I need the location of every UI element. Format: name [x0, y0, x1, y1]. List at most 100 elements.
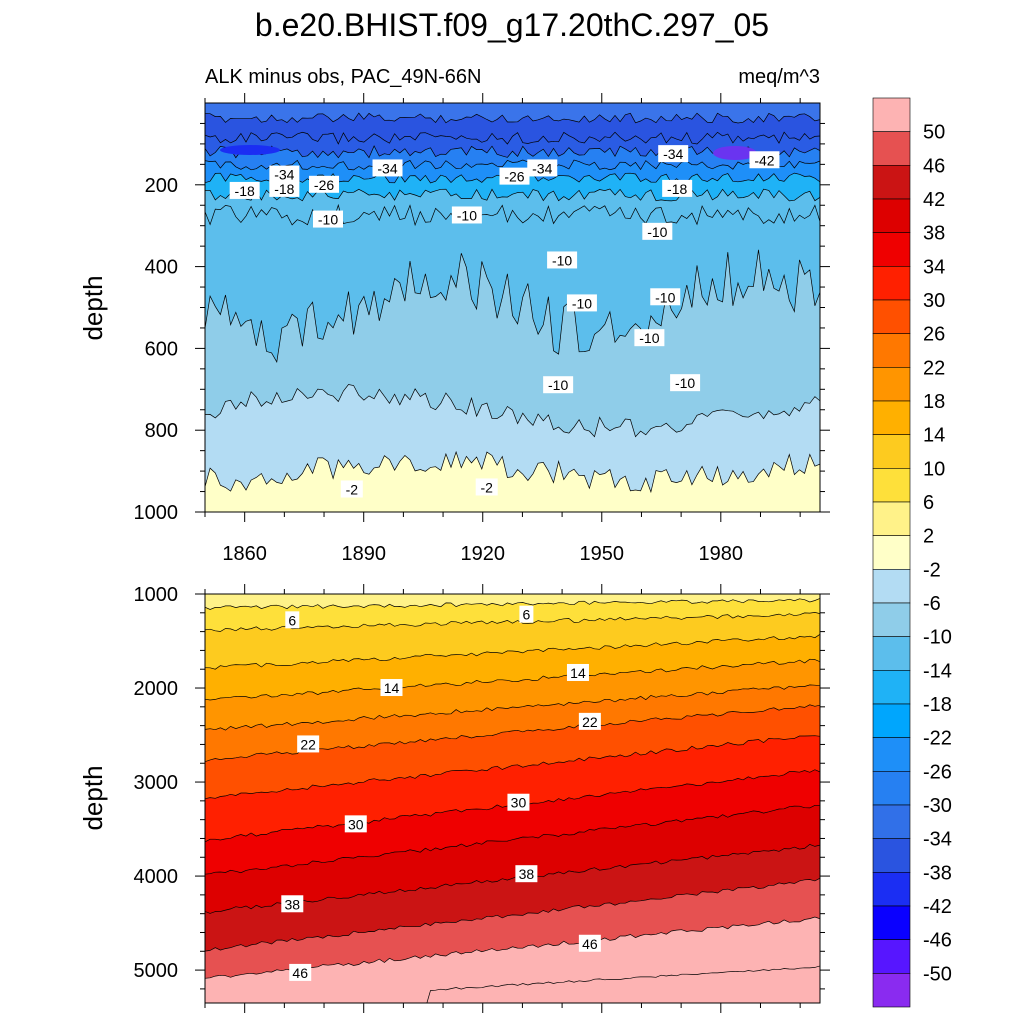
- colorbar-swatch: [872, 771, 911, 806]
- colorbar-swatch: [872, 501, 911, 536]
- contour-label-bg: [229, 181, 260, 199]
- colorbar-label: -26: [923, 761, 952, 783]
- colorbar-swatch: [872, 400, 911, 435]
- colorbar-swatch: [872, 737, 911, 772]
- top-y-tick-label: 200: [145, 175, 178, 197]
- contour-label-bg: [285, 611, 300, 629]
- bottom-y-axis-label: depth: [78, 765, 108, 830]
- contour-label: -10: [318, 212, 338, 228]
- contour-label-bg: [578, 934, 601, 952]
- bottom-contour-line-3: [205, 634, 820, 670]
- contour-label: -34: [532, 160, 552, 176]
- top-contour-line-4: [205, 159, 820, 171]
- top-x-tick-label: 1860: [222, 543, 267, 565]
- contour-label: 46: [582, 936, 598, 952]
- bottom-y-tick-label: 3000: [134, 772, 179, 794]
- bottom-contour-line-7: [205, 735, 820, 800]
- bottom-band-9: [205, 805, 820, 914]
- contour-label-bg: [313, 210, 343, 228]
- top-min-pocket: [713, 146, 757, 160]
- contour-label: 22: [300, 736, 316, 752]
- contour-label-bg: [543, 376, 574, 394]
- contour-label: -10: [647, 224, 667, 240]
- contour-label: -10: [675, 375, 695, 391]
- bottom-band-2: [205, 612, 820, 670]
- colorbar-swatch: [872, 703, 911, 738]
- top-y-tick-label: 600: [145, 338, 178, 360]
- top-band-6: [205, 189, 820, 225]
- contour-label: 38: [285, 896, 301, 912]
- contour-label: -10: [572, 295, 592, 311]
- bottom-band-3: [205, 634, 820, 700]
- colorbar-label: -50: [923, 963, 952, 985]
- bottom-contour-line-5: [205, 684, 820, 731]
- colorbar-swatch: [872, 468, 911, 503]
- bottom-contour-line-1: [205, 598, 820, 610]
- contour-label-bg: [749, 151, 780, 169]
- contour-label-bg: [527, 159, 558, 177]
- colorbar-label: -30: [923, 795, 952, 817]
- contour-label: -10: [655, 289, 675, 305]
- colorbar-label: -14: [923, 660, 952, 682]
- colorbar-swatch: [872, 97, 911, 132]
- bottom-band-12: [205, 917, 820, 1003]
- top-x-tick-label: 1890: [341, 543, 386, 565]
- contour-label-bg: [380, 679, 403, 697]
- top-x-tick-label: 1980: [699, 543, 744, 565]
- contour-label-bg: [344, 815, 367, 833]
- colorbar-label: 10: [923, 458, 945, 480]
- contour-label-bg: [475, 478, 498, 496]
- contour-label-bg: [519, 605, 534, 623]
- contour-label: 6: [522, 607, 530, 623]
- contour-label: 30: [348, 816, 364, 832]
- top-band-7: [205, 205, 820, 362]
- colorbar-label: 6: [923, 492, 934, 514]
- bottom-contour-line-9: [205, 804, 820, 875]
- contour-label-bg: [309, 175, 340, 193]
- top-x-tick-label: 1950: [580, 543, 625, 565]
- contour-label: 14: [570, 665, 586, 681]
- colorbar-label: 50: [923, 122, 945, 144]
- contour-label: -42: [754, 152, 774, 168]
- colorbar-label: 42: [923, 189, 945, 211]
- colorbar-swatch: [872, 232, 911, 267]
- colorbar-swatch: [872, 636, 911, 671]
- contour-label: -2: [346, 482, 359, 498]
- colorbar-label: -22: [923, 728, 952, 750]
- colorbar-label: 26: [923, 324, 945, 346]
- contour-label-bg: [642, 222, 673, 240]
- bottom-contour-line-13: [426, 965, 820, 1003]
- contour-label: 14: [384, 680, 400, 696]
- colorbar-label: -10: [923, 627, 952, 649]
- colorbar-swatch: [872, 299, 911, 334]
- top-band-0: [205, 103, 820, 123]
- top-contour-line-6: [205, 188, 820, 202]
- colorbar-swatch: [872, 872, 911, 907]
- contour-label: -34: [274, 167, 294, 183]
- colorbar-swatch: [872, 333, 911, 368]
- top-contour-line-1: [205, 112, 820, 124]
- contour-label-bg: [634, 329, 665, 347]
- colorbar-label: -6: [923, 593, 941, 615]
- contour-label-bg: [297, 735, 320, 753]
- contour-label: 38: [519, 866, 535, 882]
- colorbar-swatch: [872, 569, 911, 604]
- bottom-contour-line-2: [205, 612, 820, 632]
- top-y-tick-label: 1000: [134, 502, 179, 524]
- contour-label: -34: [663, 146, 683, 162]
- colorbar-label: 22: [923, 357, 945, 379]
- subtitle-left: ALK minus obs, PAC_49N-66N: [205, 66, 481, 88]
- colorbar-label: 14: [923, 425, 945, 447]
- contour-label-bg: [547, 251, 578, 269]
- top-panel-contours: [205, 103, 820, 512]
- contour-label: -34: [377, 160, 397, 176]
- contour-label-bg: [340, 480, 363, 498]
- colorbar-swatch: [872, 670, 911, 705]
- contour-label-bg: [372, 159, 403, 177]
- contour-label-bg: [515, 865, 538, 883]
- colorbar-swatch: [872, 973, 911, 1008]
- colorbar-swatch: [872, 434, 911, 469]
- bottom-panel-frame: [204, 593, 821, 1004]
- bottom-band-7: [205, 735, 820, 842]
- colorbar-swatch: [872, 602, 911, 637]
